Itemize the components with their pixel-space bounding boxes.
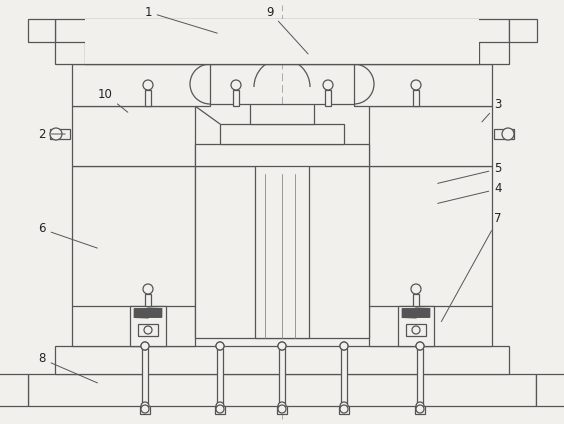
Text: 6: 6 <box>38 223 98 248</box>
Bar <box>277 406 287 414</box>
Circle shape <box>416 342 424 350</box>
Text: 7: 7 <box>442 212 502 321</box>
Circle shape <box>340 342 348 350</box>
Bar <box>145 294 151 306</box>
Bar <box>55 346 509 374</box>
Bar <box>72 106 195 166</box>
Circle shape <box>278 402 286 410</box>
Circle shape <box>502 128 514 140</box>
Text: 10: 10 <box>98 87 128 112</box>
Bar <box>536 374 564 406</box>
Bar <box>339 406 349 414</box>
Bar <box>72 64 210 106</box>
Bar <box>142 348 148 404</box>
Circle shape <box>141 342 149 350</box>
Bar <box>494 129 514 139</box>
Bar <box>233 90 239 106</box>
Circle shape <box>340 402 348 410</box>
Circle shape <box>141 342 149 350</box>
Circle shape <box>411 80 421 90</box>
Circle shape <box>144 326 152 334</box>
Circle shape <box>416 402 424 410</box>
Bar <box>217 348 223 404</box>
Circle shape <box>323 80 333 90</box>
Circle shape <box>143 284 153 294</box>
Bar <box>85 19 479 64</box>
Bar <box>413 90 419 106</box>
Circle shape <box>216 342 224 350</box>
Circle shape <box>141 405 149 413</box>
Text: 2: 2 <box>38 128 65 140</box>
Bar <box>220 124 344 144</box>
Text: 3: 3 <box>482 98 502 122</box>
Bar <box>195 166 369 338</box>
Circle shape <box>412 326 420 334</box>
Bar <box>50 129 70 139</box>
Bar <box>250 104 314 124</box>
Bar <box>406 324 426 336</box>
Bar <box>195 144 369 166</box>
Circle shape <box>278 405 286 413</box>
Bar <box>140 406 150 414</box>
Circle shape <box>141 402 149 410</box>
Bar <box>0 374 28 406</box>
Bar <box>255 154 309 338</box>
Circle shape <box>278 342 286 350</box>
Bar <box>354 64 492 106</box>
Circle shape <box>411 284 421 294</box>
Bar <box>55 19 509 64</box>
Bar <box>369 166 492 346</box>
Circle shape <box>231 80 241 90</box>
Circle shape <box>143 80 153 90</box>
Text: 8: 8 <box>38 352 98 383</box>
Text: 4: 4 <box>438 182 502 204</box>
Circle shape <box>278 342 286 350</box>
Bar <box>28 374 536 406</box>
Circle shape <box>216 402 224 410</box>
Bar <box>279 348 285 404</box>
Bar <box>509 19 537 42</box>
Bar <box>145 90 151 106</box>
Text: 5: 5 <box>438 162 502 183</box>
Text: 9: 9 <box>266 6 308 54</box>
Bar <box>398 306 434 346</box>
Bar <box>130 306 166 346</box>
Circle shape <box>340 405 348 413</box>
Circle shape <box>216 405 224 413</box>
Bar <box>28 19 55 42</box>
Text: 1: 1 <box>144 6 217 33</box>
Circle shape <box>416 342 424 350</box>
Circle shape <box>340 342 348 350</box>
Circle shape <box>416 405 424 413</box>
Bar <box>369 106 492 166</box>
Bar <box>138 324 158 336</box>
Bar <box>325 90 331 106</box>
Bar <box>417 348 423 404</box>
Bar <box>415 406 425 414</box>
Circle shape <box>50 128 62 140</box>
Bar <box>341 348 347 404</box>
Bar <box>215 406 225 414</box>
Bar <box>413 294 419 306</box>
Bar <box>72 166 195 346</box>
Circle shape <box>216 342 224 350</box>
